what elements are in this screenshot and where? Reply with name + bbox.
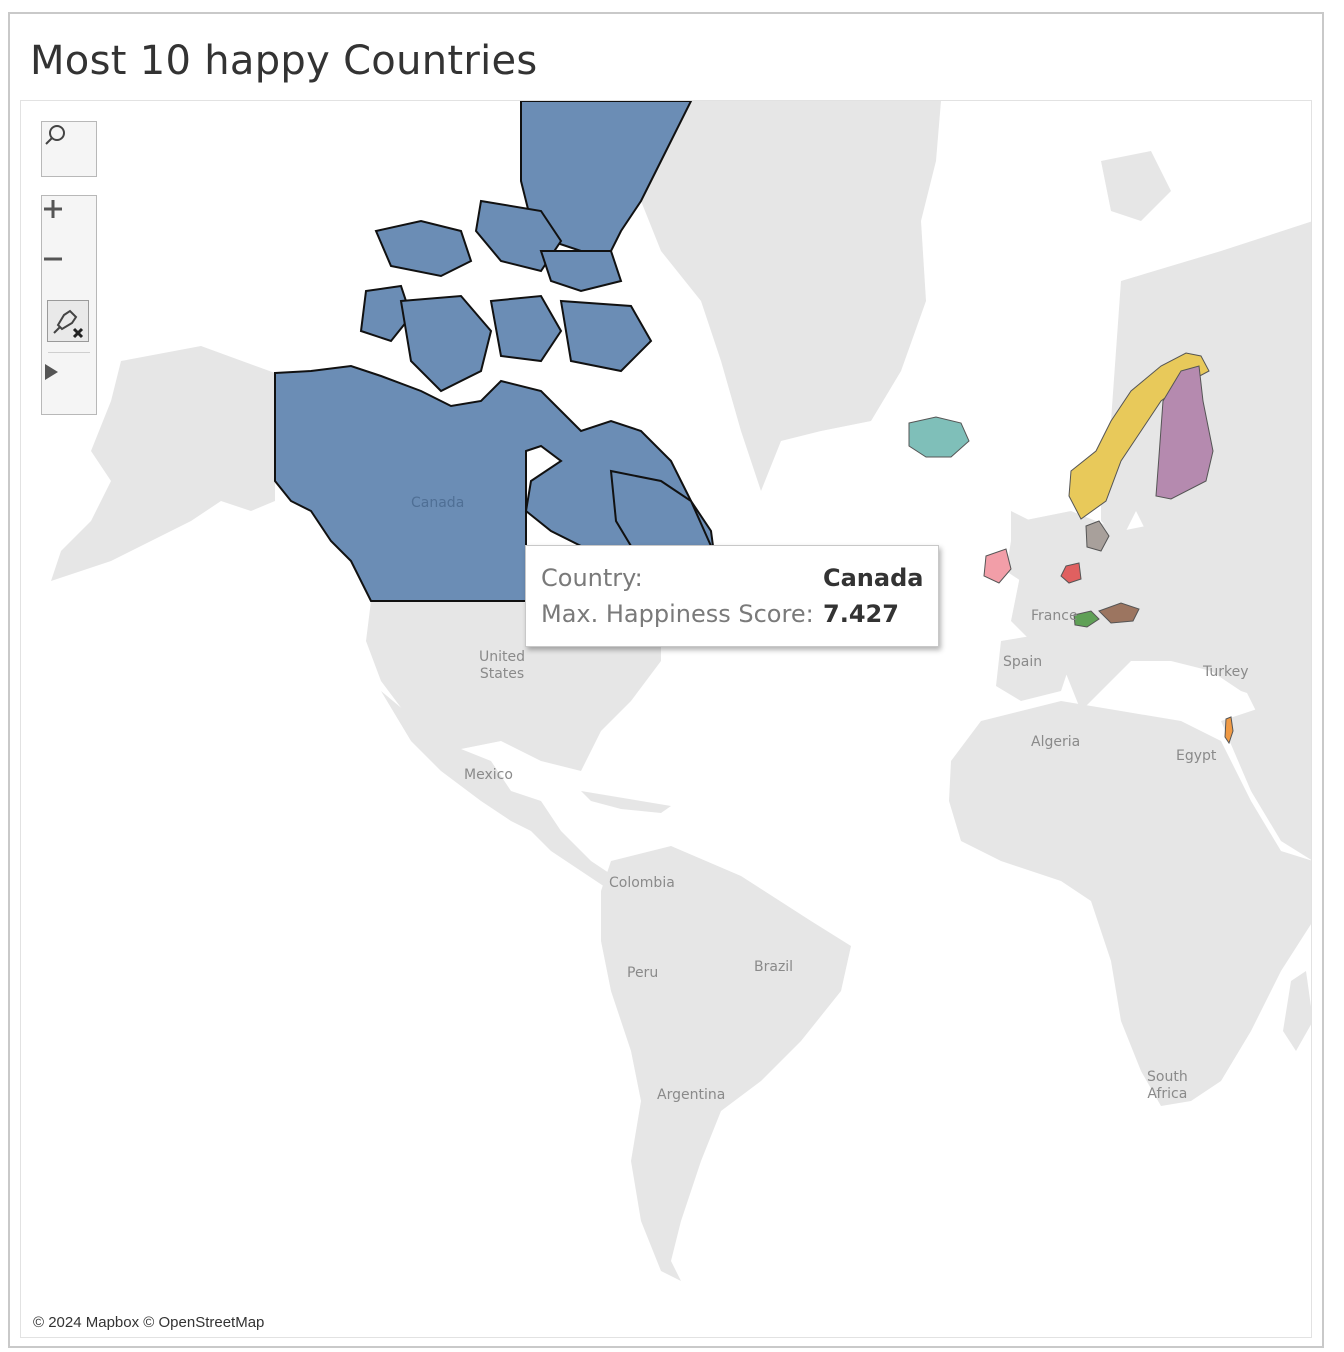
map-attribution[interactable]: © 2024 Mapbox © OpenStreetMap [27,1312,271,1333]
tooltip-score-value: 7.427 [823,600,899,628]
country-denmark [1085,520,1110,552]
label-egypt: Egypt [1176,748,1217,764]
land-south-america [601,846,851,1281]
expand-toolbar-button[interactable] [42,362,96,410]
map-search-button[interactable] [41,121,97,177]
label-algeria: Algeria [1031,734,1081,750]
search-icon [45,125,65,145]
tooltip-score-label: Max. Happiness Score: [541,600,814,628]
country-iceland [908,416,970,458]
country-netherlands [1060,562,1082,584]
land-caribbean [581,791,671,813]
country-canada-island-1 [359,284,413,343]
pin-clear-icon [53,309,84,339]
country-canada-island-7 [559,299,653,373]
zoom-in-button[interactable] [42,198,96,246]
label-south-africa: South Africa [1147,1069,1188,1102]
tooltip-country-label: Country: [541,564,643,592]
land-madagascar [1283,971,1311,1051]
label-united-states: United States [479,649,525,682]
country-canada-island-5 [539,250,623,293]
play-icon [45,364,58,380]
zoom-out-button[interactable] [42,248,96,296]
label-canada: Canada [411,495,465,511]
country-finland [1155,365,1214,500]
land-alaska [51,346,275,581]
land-middle-east [1221,701,1311,860]
country-canada-island-4 [474,199,563,273]
label-spain: Spain [1003,654,1043,670]
world-basemap[interactable] [21,101,1312,1338]
land-iberia [996,631,1071,701]
land-greenland [641,101,941,491]
map-zoom-controls [41,195,97,415]
country-tooltip: Country: Canada Max. Happiness Score: 7.… [525,545,939,647]
controls-divider [48,352,90,353]
label-france: France [1031,608,1078,624]
tooltip-country-value: Canada [823,564,924,592]
label-brazil: Brazil [754,959,794,975]
country-canada-island-2 [399,294,493,393]
dashboard-title: Most 10 happy Countries [30,38,538,84]
land-uk [1006,511,1041,581]
minus-icon [44,257,62,261]
land-svalbard [1101,151,1171,221]
country-israel [1224,716,1234,745]
country-canada-island-3 [374,219,473,278]
map-view[interactable]: Canada United States Mexico Colombia Per… [20,100,1312,1338]
land-africa [949,701,1311,1106]
land-europe [1011,511,1311,740]
label-mexico: Mexico [464,767,513,783]
clear-pins-button[interactable] [47,300,89,342]
label-argentina: Argentina [657,1087,726,1103]
country-ireland [983,548,1012,584]
country-canada-island-6 [489,294,563,363]
label-colombia: Colombia [609,875,675,891]
label-peru: Peru [627,965,659,981]
plus-icon [44,200,62,218]
country-austria [1098,602,1140,624]
country-switzerland [1073,610,1100,628]
land-mexico [381,691,621,891]
label-turkey: Turkey [1203,664,1249,680]
